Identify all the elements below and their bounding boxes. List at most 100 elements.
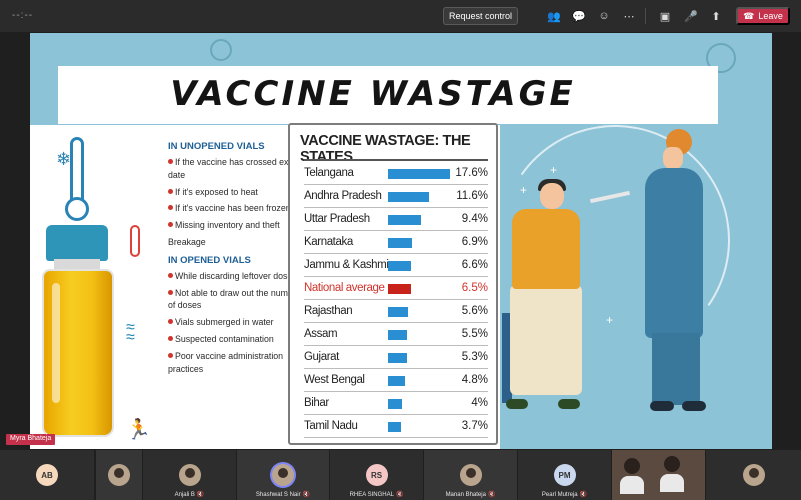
patient-illustration (512, 209, 580, 289)
wastage-value: 4% (471, 397, 488, 409)
chair (502, 313, 512, 403)
cause-text: If it's vaccine has been frozen (175, 203, 291, 214)
cause-text: Missing inventory and theft (175, 220, 280, 231)
cause-item: Suspected contamination (168, 333, 308, 346)
wastage-value: 6.9% (461, 236, 488, 248)
participant-tile[interactable] (706, 450, 801, 500)
patient-head (540, 183, 564, 209)
state-row: Rajasthan 5.6% (304, 301, 488, 323)
participant-name-text: RHEA SINGHAL (349, 492, 394, 498)
wastage-bar (388, 376, 405, 386)
people-icon[interactable]: 👥 (547, 10, 561, 23)
participant-tile[interactable]: Anjali B 🔇 (143, 450, 236, 500)
vial-shine (52, 283, 60, 403)
cause-text: If the vaccine has crossed expiry date (168, 157, 303, 180)
muted-mic-icon: 🔇 (579, 492, 588, 498)
participant-video-tile[interactable] (612, 450, 705, 500)
patient-shoe (558, 399, 580, 409)
states-table: VACCINE WASTAGE: THE STATES Telangana 17.… (288, 123, 498, 445)
bullet-dot-icon (168, 352, 173, 358)
participant-name: RHEA SINGHAL 🔇 (330, 491, 423, 498)
camera-icon[interactable]: ▣ (659, 10, 671, 23)
cause-item: Poor vaccine administration practices (168, 350, 308, 376)
state-row: Jammu & Kashmir 6.6% (304, 255, 488, 277)
person-body (620, 476, 644, 494)
cause-text: While discarding leftover doses (175, 270, 297, 281)
cause-text: If it's exposed to heat (175, 186, 258, 197)
bullet-dot-icon (168, 159, 173, 164)
state-name: Telangana (304, 167, 354, 179)
mic-icon[interactable]: 🎤 (684, 10, 698, 23)
wastage-value: 4.8% (461, 374, 488, 386)
cause-item: Not able to draw out the number of doses (168, 287, 308, 313)
wastage-value: 3.7% (461, 420, 488, 432)
shared-screen: VACCINE WASTAGE ❄ ≈ ≈ 🏃 IN UNOPENED VIALS… (30, 33, 772, 449)
avatar (459, 464, 482, 486)
wastage-bar (388, 399, 402, 409)
share-icon[interactable]: ⬆ (711, 10, 721, 23)
muted-mic-icon: 🔇 (302, 492, 311, 498)
wastage-bar (388, 169, 450, 179)
state-row: Assam 5.5% (304, 324, 488, 346)
wastage-bar (388, 422, 401, 432)
bullet-dot-icon (168, 272, 173, 278)
wastage-value: 5.5% (461, 328, 488, 340)
presenter-name-tag: Myra Bhateja (6, 434, 56, 445)
wastage-value: 5.6% (461, 305, 488, 317)
patient-legs (510, 285, 582, 395)
request-control-button[interactable]: Request control (443, 7, 518, 25)
more-icon[interactable]: ⋯ (623, 10, 635, 23)
unopened-heading: IN UNOPENED VIALS (168, 141, 265, 152)
meeting-timer: --:-- (12, 10, 34, 21)
state-row: Karnataka 6.9% (304, 232, 488, 254)
wastage-bar (388, 353, 407, 363)
participant-tile[interactable] (96, 450, 142, 500)
participant-name: Shashwat S Nair 🔇 (237, 491, 329, 498)
reactions-icon[interactable]: ☺ (598, 10, 610, 22)
cause-item: If it's vaccine has been frozen (168, 202, 308, 215)
running-person-icon: 🏃 (126, 419, 151, 441)
state-name: Tamil Nadu (304, 420, 358, 432)
participant-tile[interactable]: RS RHEA SINGHAL 🔇 (330, 450, 423, 500)
muted-mic-icon: 🔇 (395, 492, 404, 498)
state-name: National average (304, 282, 385, 294)
state-row: Uttar Pradesh 9.4% (304, 209, 488, 231)
muted-mic-icon: 🔇 (196, 492, 205, 498)
cause-text: Not able to draw out the number of doses (168, 287, 301, 311)
cause-item: If it's exposed to heat (168, 186, 308, 199)
bullet-dot-icon (168, 289, 173, 295)
table-rule (304, 159, 488, 161)
person-body (660, 474, 684, 492)
phone-icon: ☎ (743, 10, 755, 21)
participant-tile[interactable]: Manan Bhateja 🔇 (424, 450, 517, 500)
state-name: Karnataka (304, 236, 353, 248)
leave-label: Leave (758, 11, 783, 21)
nurse-shoe (650, 401, 674, 411)
nurse-face (663, 147, 683, 169)
participant-tile[interactable]: Shashwat S Nair 🔇 (237, 450, 329, 500)
chat-icon[interactable]: 💬 (572, 10, 586, 23)
cause-item: Vials submerged in water (168, 316, 308, 329)
slide-title: VACCINE WASTAGE (170, 74, 576, 114)
avatar (178, 464, 201, 486)
state-row: West Bengal 4.8% (304, 370, 488, 392)
person-head (664, 456, 680, 472)
person-head (624, 458, 640, 474)
participant-tile[interactable]: AB (0, 450, 94, 500)
wastage-value: 9.4% (461, 213, 488, 225)
state-row: Gujarat 5.3% (304, 347, 488, 369)
participants-strip: AB Anjali B 🔇 Shashwat S Nair 🔇 RS RHEA SINGHA… (0, 450, 801, 500)
leave-button[interactable]: ☎ Leave (736, 7, 790, 25)
participant-name-text: Shashwat S Nair (255, 492, 301, 498)
vial-cap (46, 225, 108, 261)
hot-thermometer-icon (130, 225, 140, 257)
wastage-value: 11.6% (456, 190, 488, 202)
cause-text: Poor vaccine administration practices (168, 350, 284, 374)
wastage-bar (388, 192, 429, 202)
bullet-dot-icon (168, 188, 173, 194)
wastage-bar (388, 330, 407, 340)
breakage-item: Breakage (168, 236, 206, 247)
wastage-value: 6.6% (461, 259, 488, 271)
wastage-bar (388, 307, 408, 317)
participant-tile[interactable]: PM Pearl Mutreja 🔇 (518, 450, 611, 500)
